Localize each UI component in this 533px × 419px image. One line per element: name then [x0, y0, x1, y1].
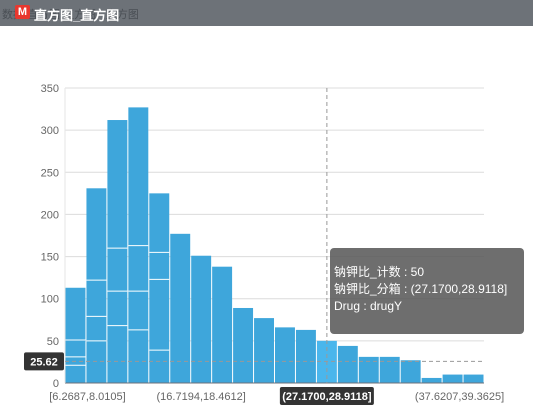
histogram-bar[interactable]: [442, 374, 463, 383]
histogram-bar[interactable]: [170, 233, 191, 383]
histogram-chart[interactable]: 0 50 100 150 200 250 300 350 [6.2687,8.0105] (16.…: [0, 26, 533, 419]
y-tick-label: 100: [41, 294, 59, 306]
tooltip-count-line: 钠钾比_计数 : 50: [334, 265, 425, 279]
histogram-bar[interactable]: [337, 345, 358, 383]
window-titlebar: 数据 直方图 直方图 · 直方图 M 直方图_直方图: [0, 0, 533, 26]
y-tick-label: 250: [41, 167, 59, 179]
histogram-bar[interactable]: [107, 120, 128, 384]
histogram-bar[interactable]: [86, 188, 107, 383]
y-tick-label: 0: [53, 378, 59, 390]
x-tick-label: (16.7194,18.4612]: [157, 391, 246, 403]
y-tick-label: 200: [41, 209, 59, 221]
tooltip-series-line: Drug : drugY: [334, 299, 403, 313]
histogram-bar[interactable]: [149, 193, 170, 383]
y-crosshair-label-box: [24, 352, 64, 371]
histogram-bar[interactable]: [275, 327, 295, 383]
histogram-bar[interactable]: [233, 307, 254, 383]
y-tick-label: 50: [47, 336, 59, 348]
app-logo-icon: M: [15, 5, 30, 19]
tooltip-bin-line: 钠钾比_分箱 : (27.1700,28.9118]: [334, 282, 508, 296]
x-tick-label: [6.2687,8.0105]: [49, 391, 125, 403]
histogram-bar[interactable]: [65, 287, 86, 383]
histogram-bar[interactable]: [295, 329, 316, 383]
histogram-bar[interactable]: [191, 255, 212, 383]
histogram-bar[interactable]: [400, 360, 421, 383]
y-tick-label: 300: [41, 125, 59, 137]
histogram-bar[interactable]: [421, 377, 442, 383]
histogram-bar[interactable]: [379, 356, 400, 383]
chart-tooltip: 钠钾比_计数 : 50 钠钾比_分箱 : (27.1700,28.9118] D…: [330, 248, 524, 334]
y-tick-label: 350: [41, 83, 59, 95]
x-tick-label-highlighted: (27.1700,28.9118]: [282, 391, 372, 403]
histogram-bar[interactable]: [463, 374, 484, 383]
x-tick-label: (37.6207,39.3625]: [415, 391, 504, 403]
y-tick-label: 150: [41, 252, 59, 264]
histogram-bar[interactable]: [254, 318, 274, 383]
y-crosshair-label: 25.62: [30, 356, 58, 368]
histogram-bar[interactable]: [212, 266, 233, 383]
titlebar-ghost-text: 数据 直方图 直方图 · 直方图: [2, 9, 139, 21]
window-title: 直方图_直方图: [34, 8, 120, 23]
histogram-bar[interactable]: [358, 356, 379, 383]
x-label-highlight-box: [279, 387, 374, 405]
